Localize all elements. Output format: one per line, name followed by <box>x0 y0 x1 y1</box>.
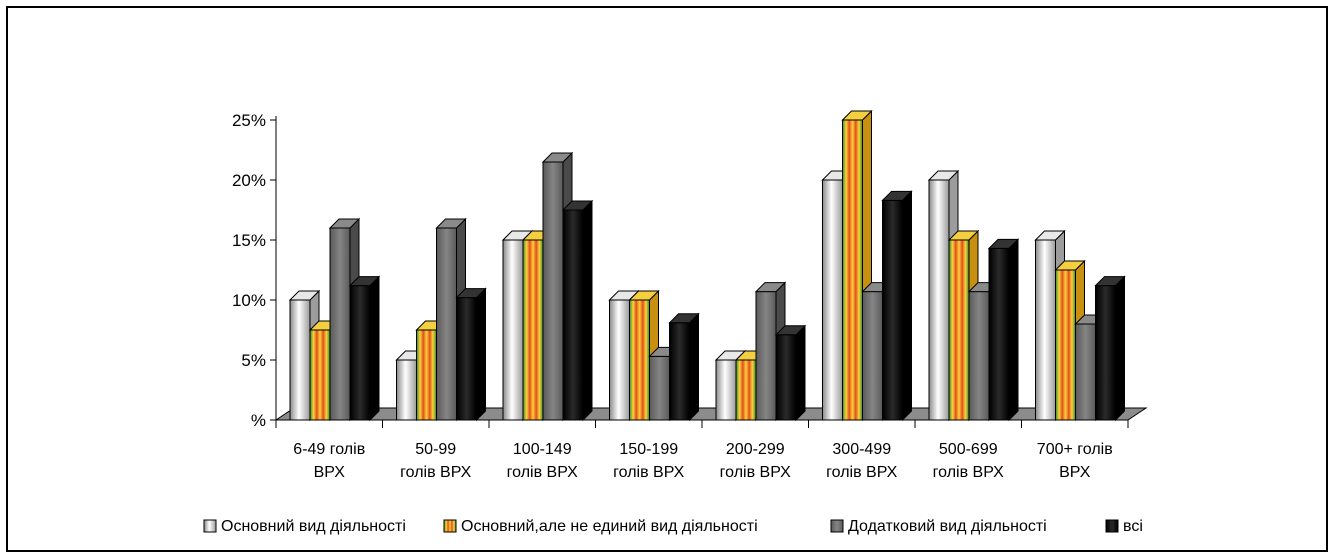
x-tick-label: 700+ голів ВРХ <box>1037 441 1113 481</box>
x-axis-labels: 6-49 голів ВРХ 50-99 голів ВРХ 100-149 голів … <box>293 441 1112 481</box>
legend-label: Основний вид діяльності <box>221 518 406 535</box>
bars <box>288 109 1126 422</box>
chart-frame: % 5% 10% 15% 20% 25% 6-49 голів ВРХ 50-99 голів … <box>6 6 1328 552</box>
legend-item: Додатковий вид діяльності <box>830 518 1047 535</box>
x-tick-label: 300-499 голів ВРХ <box>826 441 897 481</box>
bar <box>881 190 913 422</box>
y-tick-label: % <box>251 411 266 430</box>
bar-chart: % 5% 10% 15% 20% 25% 6-49 голів ВРХ 50-99 голів … <box>203 109 1148 535</box>
legend-item: Основний вид діяльності <box>203 518 406 535</box>
legend-swatch <box>203 519 217 533</box>
bar <box>987 238 1020 422</box>
legend-label: Основний,але не единий вид діяльності <box>461 518 758 535</box>
x-tick-label: 50-99 голів ВРХ <box>400 441 471 481</box>
bar <box>561 199 594 422</box>
x-tick-label: 150-199 голів ВРХ <box>613 441 684 481</box>
legend-item: всі <box>1105 518 1143 535</box>
legend-label: всі <box>1123 518 1143 535</box>
legend-swatch <box>443 519 457 533</box>
legend-item: Основний,але не единий вид діяльності <box>443 518 758 535</box>
y-tick-label: 10% <box>232 291 266 310</box>
bar <box>668 312 700 422</box>
bar <box>1094 275 1126 422</box>
y-tick-label: 25% <box>232 111 266 130</box>
y-tick-label: 5% <box>241 351 266 370</box>
x-tick-label: 500-699 голів ВРХ <box>933 441 1004 481</box>
legend-label: Додатковий вид діяльності <box>848 518 1047 535</box>
y-tick-label: 15% <box>232 231 266 250</box>
x-tick-label: 200-299 голів ВРХ <box>720 441 791 481</box>
y-tick-label: 20% <box>232 171 266 190</box>
y-axis: % 5% 10% 15% 20% 25% <box>232 111 1129 430</box>
legend-swatch <box>1105 519 1119 533</box>
legend: Основний вид діяльності Основний,але не е… <box>203 518 1143 535</box>
legend-swatch <box>830 519 844 533</box>
x-tick-label: 100-149 голів ВРХ <box>507 441 578 481</box>
x-tick-label: 6-49 голів ВРХ <box>293 441 365 481</box>
bar <box>348 275 381 422</box>
bar <box>774 324 807 422</box>
bar <box>455 287 487 422</box>
